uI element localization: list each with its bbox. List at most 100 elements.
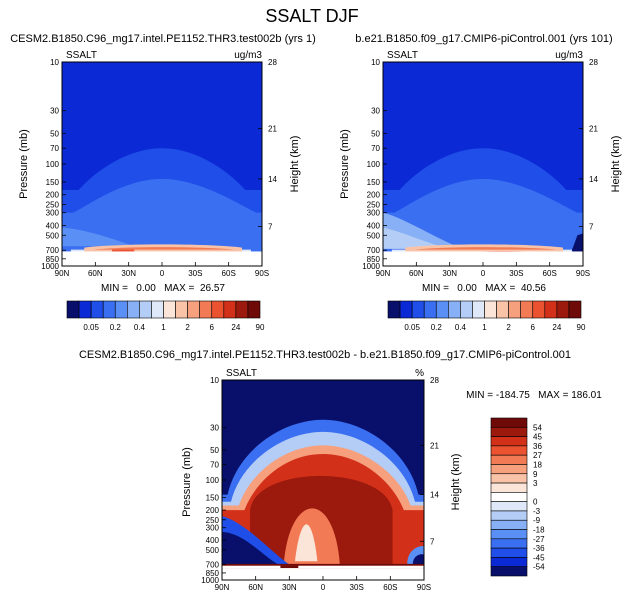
contour-band — [294, 524, 318, 562]
x-tick-label: 60N — [88, 269, 103, 278]
panel-case2: b.e21.B1850.f09_g17.CMIP6-piControl.001 … — [339, 33, 622, 332]
colorbar-swatch — [423, 300, 437, 319]
colorbar-label: 0.4 — [134, 323, 146, 332]
x-tick-label: 90N — [55, 269, 70, 278]
x-tick-label: 90S — [417, 583, 431, 592]
x-tick-label: 90S — [576, 269, 590, 278]
x-tick-label: 90N — [215, 583, 230, 592]
colorbar-label: -36 — [533, 544, 545, 553]
height-tick-label: 7 — [589, 223, 594, 232]
colorbar-label: 6 — [531, 323, 536, 332]
variable-label: SSALT — [66, 50, 97, 61]
x-tick-label: 60N — [248, 583, 263, 592]
plot-area: 1030507010015020025030040050070085010002… — [41, 58, 277, 278]
y-tick-label: 10 — [210, 376, 219, 385]
colorbar-swatch — [484, 300, 497, 319]
y-tick-label: 150 — [206, 494, 220, 503]
y-tick-label: 500 — [206, 546, 220, 555]
height-tick-label: 14 — [430, 491, 439, 500]
variable-label: SSALT — [226, 368, 257, 379]
panel-case1: CESM2.B1850.C96_mg17.intel.PE1152.THR3.t… — [10, 33, 316, 332]
colorbar-label: 2 — [506, 323, 511, 332]
colorbar-swatch — [211, 300, 225, 319]
height-tick-label: 7 — [268, 223, 273, 232]
x-tick-label: 60S — [543, 269, 557, 278]
surface-mask — [62, 251, 262, 266]
y-tick-label: 70 — [210, 461, 219, 470]
surface-mask — [222, 565, 281, 569]
colorbar-label: -18 — [533, 526, 545, 535]
colorbar-swatch — [490, 492, 528, 502]
height-tick-label: 28 — [589, 58, 598, 67]
stats-text: MIN = 0.00 MAX = 40.56 — [422, 283, 546, 294]
y-tick-label: 1000 — [41, 262, 59, 271]
y-tick-label: 700 — [367, 246, 381, 255]
y-tick-label: 200 — [206, 506, 220, 515]
colorbar-label: 24 — [552, 323, 561, 332]
colorbar-swatch — [175, 300, 188, 319]
colorbar-swatch — [490, 454, 528, 465]
colorbar-swatch — [490, 436, 528, 447]
y-tick-label: 70 — [371, 144, 380, 153]
panel-title: CESM2.B1850.C96_mg17.intel.PE1152.THR3.t… — [79, 349, 571, 361]
x-tick-label: 30N — [282, 583, 297, 592]
x-tick-label: 30S — [509, 269, 523, 278]
colorbar-swatch — [387, 300, 401, 319]
colorbar-label: 0.2 — [110, 323, 122, 332]
x-tick-label: 0 — [321, 583, 326, 592]
x-tick-label: 60N — [409, 269, 424, 278]
panel-title: CESM2.B1850.C96_mg17.intel.PE1152.THR3.t… — [10, 33, 316, 45]
y-tick-label: 200 — [367, 191, 381, 200]
contour-band — [412, 554, 424, 565]
colorbar: 0.05 0.2 0.4 1 2 6 24 90 — [66, 300, 265, 332]
colorbar-label: -54 — [533, 563, 545, 572]
y-tick-label: 300 — [367, 209, 381, 218]
y-axis-right-label: Height (km) — [289, 136, 301, 193]
y-tick-label: 250 — [206, 516, 220, 525]
colorbar-swatch — [490, 538, 528, 549]
y-tick-label: 30 — [50, 107, 59, 116]
colorbar-swatch — [490, 426, 528, 437]
colorbar-swatch — [163, 300, 176, 319]
x-tick-label: 0 — [160, 269, 165, 278]
colorbar-swatch — [78, 300, 92, 319]
colorbar-label: 6 — [210, 323, 215, 332]
field — [222, 380, 424, 580]
colorbar-label: 0.2 — [431, 323, 443, 332]
page-title: SSALT DJF — [265, 6, 358, 26]
stats-text: MIN = 0.00 MAX = 26.57 — [101, 283, 225, 294]
colorbar-swatch — [490, 445, 528, 456]
colorbar-label: 2 — [185, 323, 190, 332]
colorbar-label: -3 — [533, 507, 541, 516]
surface-mask — [222, 568, 424, 580]
y-axis-right-label: Height (km) — [610, 136, 622, 193]
colorbar-label: 18 — [533, 460, 542, 469]
colorbar-swatch — [448, 300, 461, 319]
surface-mask — [383, 251, 583, 266]
colorbar-swatch — [508, 300, 521, 319]
colorbar-swatch — [66, 300, 80, 319]
y-tick-label: 10 — [50, 58, 59, 67]
y-tick-label: 400 — [46, 221, 60, 230]
colorbar-swatch — [490, 482, 528, 493]
colorbar-swatch — [490, 547, 528, 558]
colorbar-swatch — [399, 300, 413, 319]
y-tick-label: 150 — [367, 178, 381, 187]
colorbar-swatch — [556, 300, 570, 319]
colorbar-label: 0.05 — [83, 323, 99, 332]
y-tick-label: 100 — [367, 160, 381, 169]
x-tick-label: 60S — [383, 583, 397, 592]
colorbar-label: 1 — [482, 323, 487, 332]
units-label: % — [415, 368, 424, 379]
colorbar-label: -45 — [533, 553, 545, 562]
y-axis-label: Pressure (mb) — [181, 447, 193, 517]
height-tick-label: 21 — [589, 125, 598, 134]
plot-area: 1030507010015020025030040050070085010002… — [201, 376, 439, 592]
y-tick-label: 1000 — [201, 576, 219, 585]
x-tick-label: 60S — [222, 269, 236, 278]
height-tick-label: 28 — [268, 58, 277, 67]
surface-mask — [298, 565, 424, 569]
height-tick-label: 21 — [430, 441, 439, 450]
